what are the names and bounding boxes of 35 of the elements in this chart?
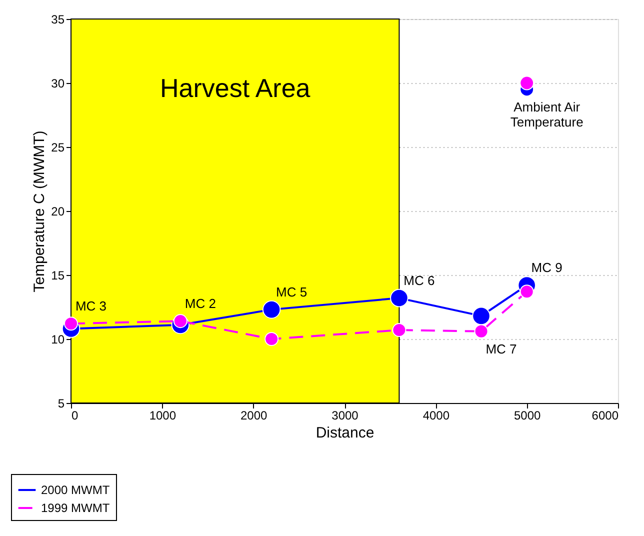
legend-label: 2000 MWMT [41, 483, 110, 497]
x-axis-title: Distance [316, 424, 374, 442]
annotation: MC 3 [75, 298, 107, 314]
point [64, 316, 78, 331]
y-tick-label: 10 [51, 332, 65, 346]
x-tick-label: 1000 [149, 408, 176, 422]
y-tick-label: 30 [51, 76, 65, 90]
y-tick-label: 15 [51, 268, 65, 282]
x-tick-label: 0 [72, 408, 78, 422]
point [390, 288, 408, 308]
y-axis-title: Temperature C (MWMT) [31, 130, 48, 292]
point [392, 323, 406, 338]
y-tick-label: 20 [51, 204, 65, 218]
legend-label: 1999 MWMT [41, 501, 110, 515]
point [264, 332, 279, 346]
x-tick-label: 3000 [332, 408, 359, 422]
x-tick-label: 4000 [422, 408, 450, 422]
y-tick-label: 35 [51, 12, 65, 26]
point [262, 300, 281, 319]
point [472, 306, 490, 326]
y-tick-label: 25 [51, 140, 65, 154]
band-label: Harvest Area [160, 73, 311, 103]
x-tick-label: 5000 [514, 408, 542, 422]
point [520, 284, 534, 299]
annotation: MC 7 [486, 341, 517, 356]
annotation: MC 2 [184, 296, 216, 312]
y-tick-label: 5 [58, 396, 65, 410]
x-tick-label: 2000 [240, 408, 268, 422]
annotation: MC 5 [276, 284, 308, 300]
annotation: MC 9 [531, 260, 562, 276]
point [520, 76, 534, 90]
x-tick-label: 6000 [592, 408, 619, 422]
annotation: Ambient Air Temperature [510, 99, 584, 130]
point [474, 324, 488, 338]
annotation: MC 6 [404, 273, 435, 288]
